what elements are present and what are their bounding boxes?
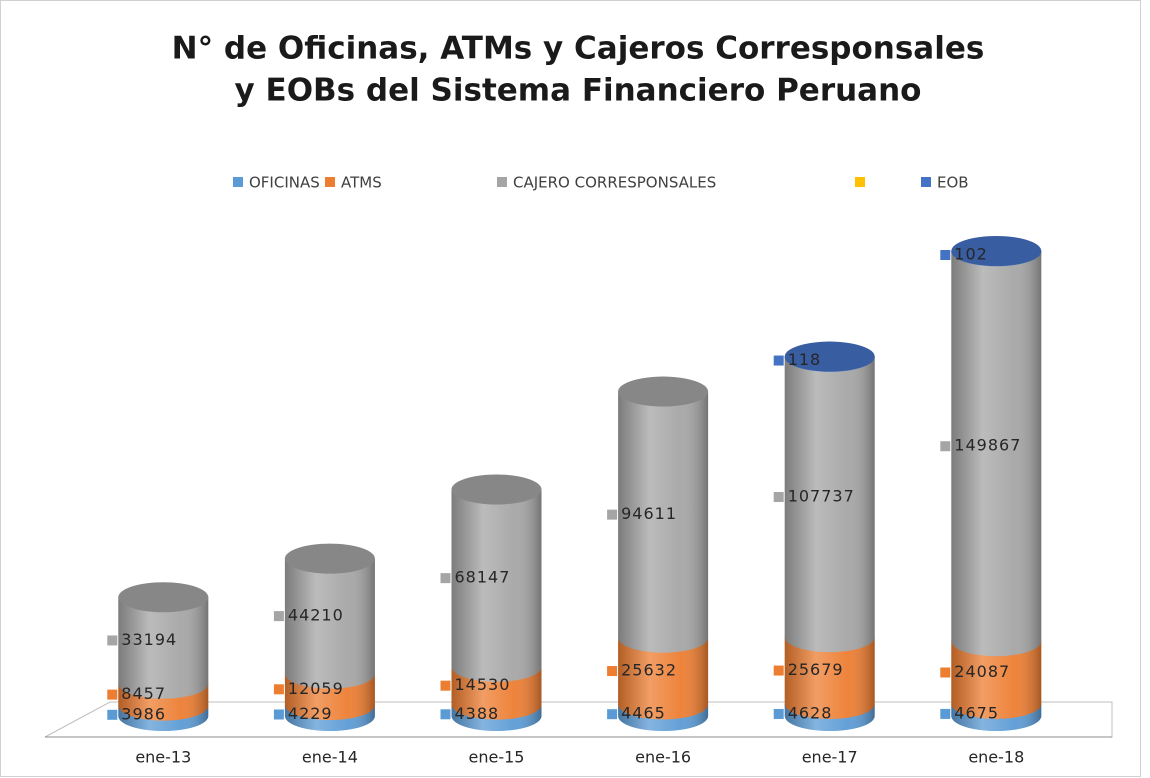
x-tick-label: ene-16 [635, 748, 691, 767]
label-marker [107, 689, 118, 700]
data-label: 24087 [954, 662, 1010, 681]
bar-shade [951, 641, 1042, 719]
bar-top [451, 474, 542, 505]
label-marker [773, 665, 784, 676]
label-marker [940, 250, 951, 260]
label-marker [107, 635, 118, 646]
bar-top [284, 543, 375, 574]
data-label: 4675 [954, 703, 999, 722]
label-marker [273, 684, 284, 695]
chart-title: y EOBs del Sistema Financiero Peruano [235, 73, 922, 109]
legend-swatch [855, 177, 865, 187]
legend-swatch [921, 177, 931, 187]
bar-shade [618, 391, 709, 653]
legend-label: OFICINAS [249, 174, 320, 192]
label-marker [773, 492, 784, 503]
label-marker [440, 709, 451, 720]
legend-label: ATMS [341, 174, 382, 192]
data-label: 3986 [121, 704, 166, 723]
bar-shade [618, 637, 709, 720]
data-label: 12059 [288, 679, 344, 698]
data-label: 4229 [288, 704, 333, 723]
data-label: 25679 [788, 660, 844, 679]
legend-label: EOB [937, 174, 969, 192]
label-marker [940, 441, 951, 452]
data-label: 107737 [788, 487, 855, 506]
chart-title: N° de Oficinas, ATMs y Cajeros Correspon… [172, 31, 985, 67]
legend-label: CAJERO CORRESPONSALES [513, 174, 716, 192]
x-tick-label: ene-15 [469, 748, 525, 767]
bar-top [618, 376, 709, 407]
label-marker [773, 708, 784, 719]
data-label: 44210 [288, 606, 344, 625]
label-marker [607, 666, 618, 677]
bar-top [951, 236, 1042, 266]
bar-shade [451, 666, 542, 720]
legend-swatch [497, 177, 507, 187]
data-label: 94611 [621, 504, 677, 523]
x-tick-label: ene-13 [135, 748, 191, 767]
data-label: 4465 [621, 704, 666, 723]
bar-shade [451, 489, 542, 682]
bar-top [118, 582, 209, 613]
label-marker [440, 573, 451, 584]
data-label: 14530 [455, 675, 511, 694]
label-marker [273, 611, 284, 622]
data-label: 102 [954, 245, 988, 264]
label-marker [940, 708, 951, 719]
label-marker [773, 355, 784, 366]
label-marker [607, 509, 618, 520]
data-label: 118 [788, 350, 822, 369]
bar-top [784, 341, 875, 372]
x-tick-label: ene-17 [802, 748, 858, 767]
data-label: 68147 [455, 568, 511, 587]
data-label: 25632 [621, 661, 677, 680]
legend-swatch [233, 177, 243, 187]
data-label: 4628 [788, 703, 833, 722]
data-label: 4388 [455, 704, 500, 723]
data-label: 149867 [954, 436, 1021, 455]
data-label: 8457 [121, 684, 166, 703]
legend-swatch [325, 177, 335, 187]
bar-shade [784, 637, 875, 719]
label-marker [607, 709, 618, 720]
label-marker [107, 709, 118, 720]
x-tick-label: ene-14 [302, 748, 358, 767]
data-label: 33194 [121, 630, 177, 649]
bar-shade [118, 597, 209, 699]
label-marker [940, 667, 951, 678]
label-marker [440, 680, 451, 691]
bar-shade [284, 558, 375, 689]
x-tick-label: ene-18 [968, 748, 1024, 767]
label-marker [273, 709, 284, 720]
bar-shade [951, 251, 1042, 657]
bar-shade [784, 356, 875, 653]
